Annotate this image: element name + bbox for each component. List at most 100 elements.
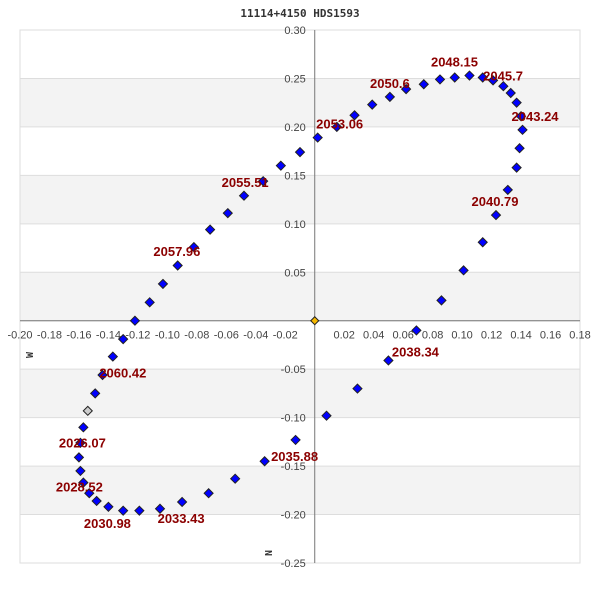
x-tick-label: 0.12 <box>481 330 502 342</box>
x-tick-label: 0.14 <box>510 330 531 342</box>
epoch-annotation: 2033.43 <box>158 511 205 526</box>
orbit-point <box>515 111 527 122</box>
orbit-point <box>349 110 360 121</box>
orbit-point <box>73 452 85 463</box>
epoch-annotation: 2045.7 <box>483 68 523 83</box>
orbit-point <box>464 70 475 81</box>
orbit-point <box>400 83 412 95</box>
grid-band <box>20 466 580 515</box>
x-tick-label: 0.10 <box>451 330 472 342</box>
orbit-point <box>172 260 183 271</box>
orbit-point <box>97 369 108 381</box>
epoch-annotation: 2035.88 <box>271 449 318 464</box>
west-label: W <box>25 351 36 358</box>
orbit-point <box>154 503 166 514</box>
orbit-point <box>511 97 522 108</box>
epoch-annotation: 2038.34 <box>392 344 440 359</box>
orbit-point <box>144 297 155 308</box>
y-tick-label: 0.20 <box>284 122 305 134</box>
y-tick-label: -0.15 <box>281 461 306 473</box>
orbit-point <box>157 278 169 290</box>
current-position-point <box>82 405 93 417</box>
grid-band <box>20 78 580 127</box>
x-tick-label: -0.18 <box>37 330 62 342</box>
plot-frame <box>19 29 581 564</box>
x-tick-label: -0.16 <box>66 330 91 342</box>
x-tick-label: -0.14 <box>96 330 121 342</box>
orbit-point <box>84 488 95 499</box>
orbit-point <box>436 295 447 306</box>
orbit-point <box>367 99 378 110</box>
orbit-point <box>477 237 488 248</box>
grid-band <box>20 272 580 321</box>
orbit-point <box>134 505 145 516</box>
orbit-point <box>321 410 332 421</box>
x-tick-label: -0.02 <box>273 330 298 342</box>
orbit-point <box>490 209 502 221</box>
orbit-point <box>117 333 129 345</box>
y-tick-label: 0.10 <box>284 219 305 231</box>
orbit-point <box>75 437 86 449</box>
x-tick-label: -0.04 <box>243 330 268 342</box>
orbit-point <box>498 81 509 92</box>
orbit-point <box>275 160 287 171</box>
x-tick-label: 0.04 <box>363 330 384 342</box>
orbit-point <box>204 224 216 235</box>
orbit-point <box>89 388 101 399</box>
orbit-point <box>229 473 241 484</box>
x-tick-label: 0.06 <box>392 330 413 342</box>
orbit-point <box>511 162 522 173</box>
x-tick-label: -0.12 <box>125 330 150 342</box>
orbit-point <box>259 456 270 467</box>
orbit-point <box>383 355 394 366</box>
epoch-annotation: 2026.07 <box>59 435 106 450</box>
grid-band <box>20 175 580 224</box>
orbit-point <box>222 207 233 219</box>
orbit-point <box>352 383 363 394</box>
orbit-point <box>203 488 214 499</box>
orbit-point <box>384 91 396 103</box>
epoch-annotation: 2043.24 <box>512 109 560 124</box>
grid-band <box>20 369 580 418</box>
x-tick-label: -0.10 <box>155 330 180 342</box>
orbit-point <box>257 175 269 187</box>
epoch-annotation: 2055.51 <box>222 175 269 190</box>
y-tick-label: -0.25 <box>281 558 306 570</box>
orbit-point <box>188 241 200 253</box>
orbit-point <box>294 146 306 158</box>
x-tick-label: 0.16 <box>540 330 561 342</box>
y-tick-label: -0.20 <box>281 510 306 522</box>
orbit-point <box>502 184 513 196</box>
orbit-point <box>517 124 528 136</box>
orbit-point <box>505 87 516 99</box>
x-tick-label: 0.18 <box>569 330 590 342</box>
orbit-point <box>238 190 250 201</box>
epoch-annotation: 2048.15 <box>431 55 478 70</box>
orbit-point <box>434 74 446 85</box>
orbit-point <box>129 315 141 326</box>
orbit-point <box>449 72 460 83</box>
orbit-point <box>477 72 488 83</box>
x-tick-label: 0.02 <box>333 330 354 342</box>
epoch-annotation: 2050.6 <box>370 76 410 91</box>
epoch-annotation: 2028.52 <box>56 480 103 495</box>
x-tick-label: 0.08 <box>422 330 443 342</box>
y-tick-label: 0.05 <box>284 267 305 279</box>
epoch-annotation: 2057.96 <box>153 244 200 259</box>
y-tick-label: 0.15 <box>284 170 305 182</box>
orbit-point <box>117 505 129 516</box>
y-tick-label: -0.05 <box>281 364 306 376</box>
orbit-point <box>78 477 89 488</box>
y-tick-label: 0.30 <box>284 25 305 37</box>
orbit-point <box>107 351 119 362</box>
x-tick-label: -0.06 <box>214 330 239 342</box>
orbit-point <box>418 79 429 90</box>
orbit-point <box>91 495 102 507</box>
epoch-annotation: 2040.79 <box>472 194 519 209</box>
x-tick-label: -0.20 <box>7 330 32 342</box>
orbit-point <box>176 496 188 508</box>
orbit-point <box>331 121 343 133</box>
orbit-point <box>312 132 323 143</box>
y-tick-label: -0.10 <box>281 413 306 425</box>
orbit-point <box>487 75 499 86</box>
